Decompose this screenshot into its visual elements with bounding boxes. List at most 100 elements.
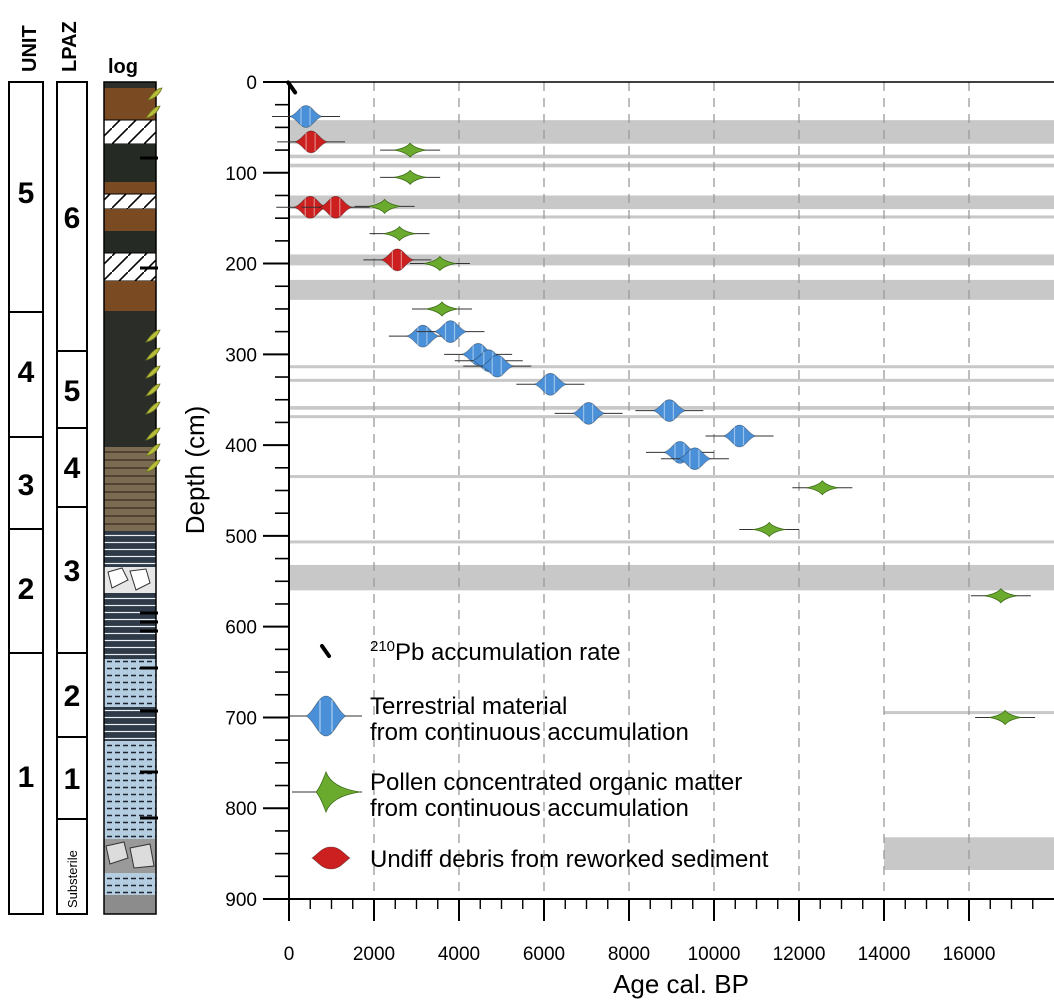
hiatus-band — [289, 564, 1054, 591]
lpaz-label-5: 5 — [64, 375, 81, 408]
hiatus-band — [289, 254, 1054, 266]
x-tick-label: 14000 — [858, 944, 911, 965]
terrestrial-date-mark — [272, 105, 340, 128]
lithology-log — [103, 81, 163, 915]
legend-pb210-symbol — [320, 644, 331, 658]
lpaz-box-1 — [56, 736, 88, 820]
debris-date-mark — [301, 195, 370, 219]
pollen-date-mark — [739, 521, 800, 538]
hiatus-bands — [289, 120, 1054, 870]
pollen-date-mark — [409, 255, 470, 272]
legend: 210Pb accumulation rate Terrestrial mater… — [290, 638, 769, 873]
legend-label: Terrestrial material — [370, 693, 567, 720]
unit-label-4: 4 — [18, 356, 35, 389]
lpaz-label-2: 2 — [64, 680, 81, 713]
terrestrial-date-mark — [554, 401, 623, 425]
lpaz-box-2 — [56, 652, 88, 738]
legend-pollen-symbol — [292, 770, 362, 814]
x-tick-label: 12000 — [773, 944, 826, 965]
pollen-date-mark — [792, 480, 853, 496]
age-depth-plot: 0 100 200 300 400 500 600 700 800 900 0 2000 4000 600… — [180, 73, 1054, 999]
unit-label-2: 2 — [18, 573, 35, 606]
data-marks — [272, 80, 1036, 726]
log-layer-dark-1 — [104, 144, 156, 182]
lpaz-label-1: 1 — [64, 763, 81, 796]
lpaz-box-substerile — [56, 818, 88, 915]
lpaz-header: LPAZ — [59, 21, 81, 72]
hiatus-band — [289, 163, 1054, 168]
x-tick-label: 0 — [284, 944, 295, 965]
y-tick-label: 600 — [225, 618, 257, 639]
terrestrial-date-mark — [705, 424, 774, 448]
y-tick-label: 100 — [225, 164, 257, 185]
unit-label-3: 3 — [18, 469, 35, 502]
unit-header: UNIT — [19, 25, 41, 72]
hiatus-band — [289, 475, 1054, 479]
hiatus-band — [289, 120, 1054, 144]
y-tick-label: 900 — [225, 890, 257, 911]
legend-label: 210Pb accumulation rate — [370, 638, 621, 666]
x-tick-label: 6000 — [523, 944, 565, 965]
pb210-mark — [286, 80, 298, 95]
x-tick-label: 10000 — [688, 944, 741, 965]
hiatus-band — [289, 365, 1054, 369]
terrestrial-date-mark — [516, 372, 585, 396]
lpaz-box-6 — [56, 81, 88, 352]
y-tick-label: 800 — [225, 799, 257, 820]
unit-box-5 — [8, 81, 44, 313]
y-axis-label: Depth (cm) — [180, 406, 210, 535]
pollen-date-mark — [975, 709, 1036, 726]
unit-label-5: 5 — [18, 177, 35, 210]
log-layer-peat-3 — [104, 209, 156, 231]
x-tick-label: 4000 — [438, 944, 480, 965]
pollen-date-mark — [412, 301, 472, 317]
log-layer-breccia-3 — [104, 895, 156, 914]
leaf-symbols — [145, 87, 163, 473]
pollen-date-mark — [369, 225, 430, 242]
log-layer-peat-2 — [104, 182, 156, 194]
lpaz-box-4 — [56, 427, 88, 508]
sample-markers — [140, 156, 158, 820]
debris-date-mark — [277, 130, 346, 154]
axes: 0 100 200 300 400 500 600 700 800 900 0 2000 4000 600… — [225, 73, 1054, 965]
unit-box-2 — [8, 528, 44, 654]
log-header: log — [108, 56, 138, 78]
hiatus-band — [289, 540, 1054, 544]
vertical-gridlines — [373, 82, 970, 899]
x-tick-label: 16000 — [943, 944, 996, 965]
x-axis-label: Age cal. BP — [613, 969, 749, 999]
hiatus-band — [289, 195, 1054, 210]
unit-column — [8, 81, 44, 915]
terrestrial-date-mark — [416, 320, 485, 344]
terrestrial-date-mark — [463, 354, 532, 378]
pollen-date-mark — [380, 169, 441, 185]
y-tick-label: 500 — [225, 527, 257, 548]
pollen-date-mark — [970, 588, 1031, 604]
y-tick-label: 0 — [246, 73, 257, 94]
unit-label-1: 1 — [18, 761, 35, 794]
hiatus-band — [289, 215, 1054, 219]
unit-box-1 — [8, 652, 44, 915]
legend-label: from continuous accumulation — [370, 795, 689, 822]
legend-label: from continuous accumulation — [370, 719, 689, 746]
x-tick-label: 8000 — [608, 944, 650, 965]
legend-label: Undiff debris from reworked sediment — [370, 846, 769, 873]
terrestrial-date-mark — [635, 399, 704, 423]
legend-label: Pollen concentrated organic matter — [370, 769, 742, 796]
log-layer-hatch-1 — [103, 119, 157, 145]
lpaz-label-substerile: Substerile — [65, 850, 80, 908]
y-tick-label: 700 — [225, 708, 257, 729]
lpaz-label-3: 3 — [64, 555, 81, 588]
log-layer-hatch-2 — [103, 193, 157, 210]
pollen-date-mark — [380, 142, 441, 158]
y-tick-label: 200 — [225, 255, 257, 276]
hiatus-band — [289, 378, 1054, 382]
legend-debris-symbol — [311, 846, 351, 870]
lpaz-label-6: 6 — [64, 202, 81, 235]
pollen-date-mark — [354, 198, 415, 215]
terrestrial-date-mark — [388, 324, 457, 348]
y-tick-label: 400 — [225, 436, 257, 457]
legend-terrestrial-symbol — [290, 695, 362, 737]
hiatus-band — [289, 279, 1054, 300]
